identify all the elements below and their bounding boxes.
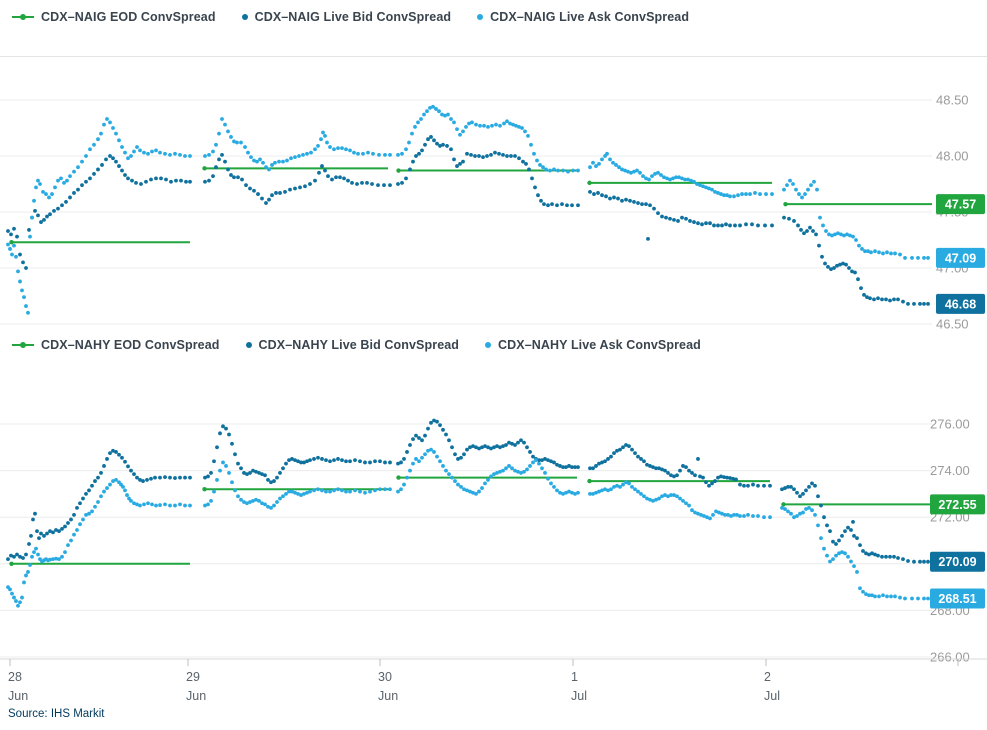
legend-item-nahy-bid[interactable]: CDX–NAHY Live Bid ConvSpread	[245, 338, 460, 352]
y-axis-label: 46.50	[936, 317, 969, 332]
bid-series	[6, 135, 930, 306]
x-axis-month-label: Jul	[571, 689, 587, 703]
y-axis-label: 274.00	[930, 463, 970, 478]
source-attribution: Source: IHS Markit	[8, 708, 105, 720]
x-axis-day-label: 28	[8, 670, 22, 684]
end-value-badges: 47.57 47.09 46.68	[936, 194, 985, 314]
legend-label: CDX–NAHY Live Bid ConvSpread	[258, 338, 460, 352]
eod-series	[9, 166, 932, 245]
x-axis-month-label: Jun	[186, 689, 206, 703]
value-badge-text: 272.55	[938, 498, 976, 512]
ask-series	[6, 104, 930, 315]
value-badge	[930, 588, 985, 609]
y-axis-label: 48.00	[936, 149, 969, 164]
x-axis-day-label: 2	[764, 670, 771, 684]
value-badge-text: 47.09	[945, 251, 976, 265]
bid-dot-marker-icon	[245, 342, 252, 348]
legend-item-naig-bid[interactable]: CDX–NAIG Live Bid ConvSpread	[241, 10, 452, 24]
panel-1: 276.00274.00272.00270.00268.00266.00272.…	[0, 417, 985, 665]
x-axis: 28 Jun 29 Jun 30 Jun 1 Jul 2 Jul	[0, 658, 987, 703]
x-axis-month-label: Jun	[378, 689, 398, 703]
legend-nahy: CDX–NAHY EOD ConvSpread CDX–NAHY Live Bi…	[12, 336, 701, 354]
legend-label: CDX–NAHY EOD ConvSpread	[41, 338, 220, 352]
eod-line-marker-icon	[12, 14, 34, 20]
value-badge-text: 47.57	[945, 198, 976, 212]
value-badge	[936, 293, 985, 314]
x-axis-day-label: 30	[378, 670, 392, 684]
eod-line-marker-icon	[12, 342, 34, 348]
y-axis-label: 276.00	[930, 417, 970, 432]
legend-item-naig-ask[interactable]: CDX–NAIG Live Ask ConvSpread	[477, 10, 689, 24]
value-badge	[936, 194, 985, 215]
y-axis-label: 266.00	[930, 650, 970, 665]
legend-label: CDX–NAIG Live Ask ConvSpread	[490, 10, 690, 24]
value-badge	[936, 247, 985, 268]
x-axis-month-label: Jun	[8, 689, 28, 703]
legend-label: CDX–NAIG Live Bid ConvSpread	[254, 10, 452, 24]
legend-label: CDX–NAHY Live Ask ConvSpread	[498, 338, 701, 352]
x-axis-month-label: Jul	[764, 689, 780, 703]
bid-dot-marker-icon	[241, 14, 248, 20]
value-badge-text: 268.51	[938, 592, 976, 606]
value-badge-text: 46.68	[945, 297, 976, 311]
y-axis-label: 48.50	[936, 93, 969, 108]
legend-divider	[0, 56, 987, 57]
legend-item-naig-eod[interactable]: CDX–NAIG EOD ConvSpread	[12, 10, 216, 24]
value-badge	[930, 551, 985, 572]
end-value-badges: 272.55 270.09 268.51	[930, 494, 985, 609]
legend-label: CDX–NAIG EOD ConvSpread	[41, 10, 216, 24]
legend-item-nahy-eod[interactable]: CDX–NAHY EOD ConvSpread	[12, 338, 220, 352]
ask-dot-marker-icon	[477, 14, 484, 20]
legend-naig: CDX–NAIG EOD ConvSpread CDX–NAIG Live Bi…	[12, 8, 689, 26]
ask-dot-marker-icon	[485, 342, 492, 348]
legend-item-nahy-ask[interactable]: CDX–NAHY Live Ask ConvSpread	[485, 338, 701, 352]
x-axis-day-label: 1	[571, 670, 578, 684]
ask-series	[6, 447, 930, 608]
x-axis-day-label: 29	[186, 670, 200, 684]
value-badge	[930, 494, 985, 515]
value-badge-text: 270.09	[938, 555, 976, 569]
